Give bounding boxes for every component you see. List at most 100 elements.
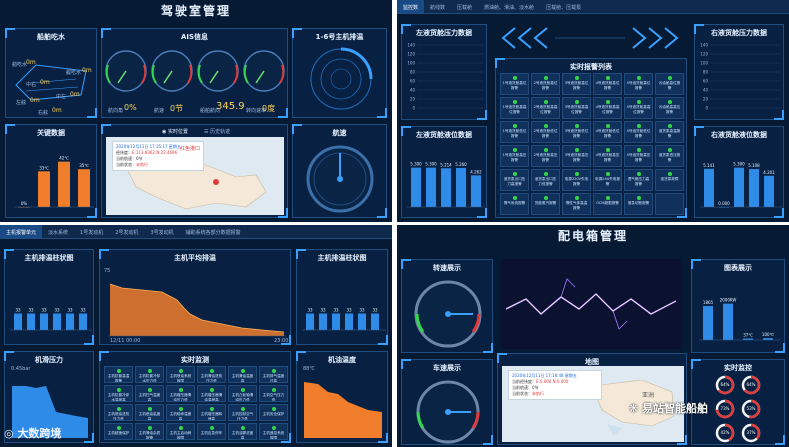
alarm-cell-label: 2号液货舱低位报警 <box>534 129 558 138</box>
key-data-bar-label: 42℃ <box>59 156 69 161</box>
engine-monitor-grid: 主机缸套高温报警主机缸套冷却水压力低主机喷油系统故障主机滑油进机压力低主机滑油温… <box>104 366 288 440</box>
draft-panel: 船舶吃水 艏吃水 0m 艉吃水 0m 中右 0m 中左 0m 左舷 0m 右舷 … <box>5 28 97 118</box>
map-tab-live[interactable]: ◉ 实时位置 <box>162 128 188 135</box>
tab-fuel-tanks[interactable]: 燃油舱、滑油、淡水舱 <box>478 0 540 13</box>
status-dot-icon <box>148 426 152 430</box>
left-level-title: 左液货舱液位数据 <box>402 130 486 140</box>
map-tab-history[interactable]: ☰ 历史轨迹 <box>204 128 230 135</box>
status-dot-icon <box>575 76 579 80</box>
level-bar <box>471 175 481 207</box>
alarm-title: 实时报警列表 <box>496 62 686 72</box>
key-data-bar-label: 33℃ <box>39 165 49 170</box>
tab-aux-alarms[interactable]: 辅助系统各部分数据报警 <box>180 225 247 238</box>
ais-item-label: 航向角 <box>108 107 123 114</box>
engine-monitor-panel: 实时监测 主机缸套高温报警主机缸套冷却水压力低主机喷油系统故障主机滑油进机压力低… <box>99 351 291 443</box>
tab-freshwater[interactable]: 淡水系统 <box>42 225 74 238</box>
right-pressure-title: 右液货舱压力数据 <box>695 28 783 38</box>
status-dot-icon <box>637 100 641 104</box>
monitor-cell-label: 主机凸轮轴滑油压力低 <box>232 393 254 402</box>
alarm-cell: 1号液货舱高压报警 <box>500 145 529 167</box>
monitor-cell: 主机空气压力低 <box>259 385 288 402</box>
monitor-cell-label: 主机空气压力低 <box>263 393 285 402</box>
key-data-bar-label: 0% <box>21 201 28 206</box>
y-tick-label: 0 <box>705 106 708 111</box>
power-dashboard: 配电箱管理 转速展示 图表展示 18652000KW37℃100℃ 车速展示 <box>397 225 789 447</box>
alarm-cell: 污油舱高高位报警 <box>655 97 684 119</box>
y-tick-label: 140 <box>407 43 415 48</box>
tab-engine-alarm[interactable]: 主机报警单元 <box>0 225 42 238</box>
alarm-cell-label: 液货泵出口压力低报警 <box>535 177 557 186</box>
monitor-cell: 主机凸轮轴滑油压力低 <box>228 385 257 402</box>
alarm-cell-label: 2号液货舱高压报警 <box>534 153 558 162</box>
status-dot-icon <box>241 426 245 430</box>
oil-temp-area <box>304 382 382 438</box>
ring-label: 37% <box>740 430 762 435</box>
tab-generator-2[interactable]: 2号发动机 <box>109 225 144 238</box>
key-data-bar <box>58 162 70 207</box>
exhaust-bar-label: 33 <box>320 308 326 313</box>
engine-tabbar: 主机报警单元 淡水系统 1号发动机 2号发动机 3号发动机 辅助系统各部分数据报… <box>0 225 392 239</box>
tab-ballast[interactable]: 压载舱 <box>451 0 478 13</box>
ring-label: 73% <box>714 406 736 411</box>
alarm-cell-label: 电源220V失电报警 <box>565 177 589 186</box>
avg-exhaust-panel: 主机平均排温 75 12/11 00:00 23:00 <box>99 249 291 345</box>
key-data-title: 关键数据 <box>6 128 96 138</box>
alarm-cell: 液货泵出口压力高报警 <box>500 169 529 191</box>
monitor-cell: 主机增压器转速高 <box>197 404 226 421</box>
watermark-logo-icon: ◎ <box>4 427 17 440</box>
ais-item-label: 航速 <box>154 107 164 114</box>
monitor-cell: 主机主启动阀故障 <box>166 423 195 440</box>
y-tick-label: 0 <box>412 106 415 111</box>
right-pressure-chart: 140120100806040200 <box>696 39 784 117</box>
exhaust-bar-label: 33 <box>41 308 47 313</box>
y-tick-label: 20 <box>410 97 416 102</box>
draft-title: 船舶吃水 <box>6 32 96 42</box>
ring-gauge: 42% <box>714 422 736 444</box>
status-dot-icon <box>668 100 672 104</box>
tab-monitor[interactable]: 监控数 <box>397 0 424 13</box>
y-tick-label: 140 <box>700 43 708 48</box>
left-level-chart: 5.3005.3005.2145.2604.262 <box>403 141 487 215</box>
tab-route[interactable]: 航线数 <box>424 0 451 13</box>
status-dot-icon <box>606 100 610 104</box>
status-dot-icon <box>179 369 183 373</box>
exhaust-bar <box>306 314 314 331</box>
status-dot-icon <box>513 148 517 152</box>
exhaust-bar-label: 33 <box>67 308 73 313</box>
status-dot-icon <box>544 196 548 200</box>
speed-display-panel: 车速展示 <box>401 359 493 445</box>
draft-label-stern: 艉吃水 <box>66 69 81 76</box>
ais-title: AIS信息 <box>102 32 287 42</box>
monitor-cell-label: 主机主启动阀故障 <box>170 431 192 440</box>
draft-label-bow: 艏吃水 <box>12 61 27 68</box>
monitor-cell-label: 主机轴承温度高 <box>170 412 192 421</box>
exhaust-bar-title-2: 主机排温柱状图 <box>297 253 387 263</box>
status-dot-icon <box>575 196 579 200</box>
y-tick-label: 100 <box>700 61 708 66</box>
map-view[interactable]: 2020年12月11日 17:35:17 星期五 经纬度：E:113.9362 … <box>106 137 284 215</box>
alarm-cell: 惰气系统报警 <box>500 193 529 215</box>
monitor-cell-label: 主机燃油进机压力低 <box>108 412 130 421</box>
alarm-cell: 1号液货舱低位报警 <box>500 121 529 143</box>
exhaust-bar <box>40 314 48 331</box>
alarm-cell: 5号液货舱高高位报警 <box>624 97 653 119</box>
alarm-cell: 2号液货舱低位报警 <box>531 121 560 143</box>
tab-ballast-pumps[interactable]: 压载舱、压载泵 <box>540 0 587 13</box>
hist-bar-label: 100℃ <box>762 332 775 337</box>
status-dot-icon <box>513 100 517 104</box>
speed-gauge <box>295 139 385 215</box>
alarm-cell: 液货泵出口压力低报警 <box>531 169 560 191</box>
draft-label-mid-right: 中右 <box>26 81 36 88</box>
exhaust-bar-label: 33 <box>28 308 34 313</box>
alarm-cell: 2号液货舱高位报警 <box>531 73 560 95</box>
level-bar-label: 5.260 <box>455 162 467 167</box>
alarm-cell-label: 3号液货舱高压报警 <box>565 153 589 162</box>
tab-generator-1[interactable]: 1号发动机 <box>74 225 109 238</box>
level-bar <box>441 168 451 207</box>
tab-generator-3[interactable]: 3号发动机 <box>144 225 179 238</box>
status-dot-icon <box>210 407 214 411</box>
ais-item-value: 0度 <box>262 103 275 114</box>
alarm-cell-label: 惰性气体高温报警 <box>566 201 588 210</box>
level-bar-label: 5.214 <box>440 162 452 167</box>
hist-bar <box>703 306 713 340</box>
